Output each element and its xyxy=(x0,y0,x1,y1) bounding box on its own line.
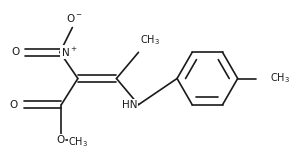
Text: CH$_3$: CH$_3$ xyxy=(270,72,290,85)
Text: CH$_3$: CH$_3$ xyxy=(140,34,160,47)
Text: N$^+$: N$^+$ xyxy=(61,46,77,59)
Text: O: O xyxy=(56,135,65,145)
Text: O: O xyxy=(10,100,18,110)
Text: HN: HN xyxy=(122,100,137,110)
Text: O: O xyxy=(11,47,19,57)
Text: CH$_3$: CH$_3$ xyxy=(68,135,88,149)
Text: O$^-$: O$^-$ xyxy=(66,12,83,24)
